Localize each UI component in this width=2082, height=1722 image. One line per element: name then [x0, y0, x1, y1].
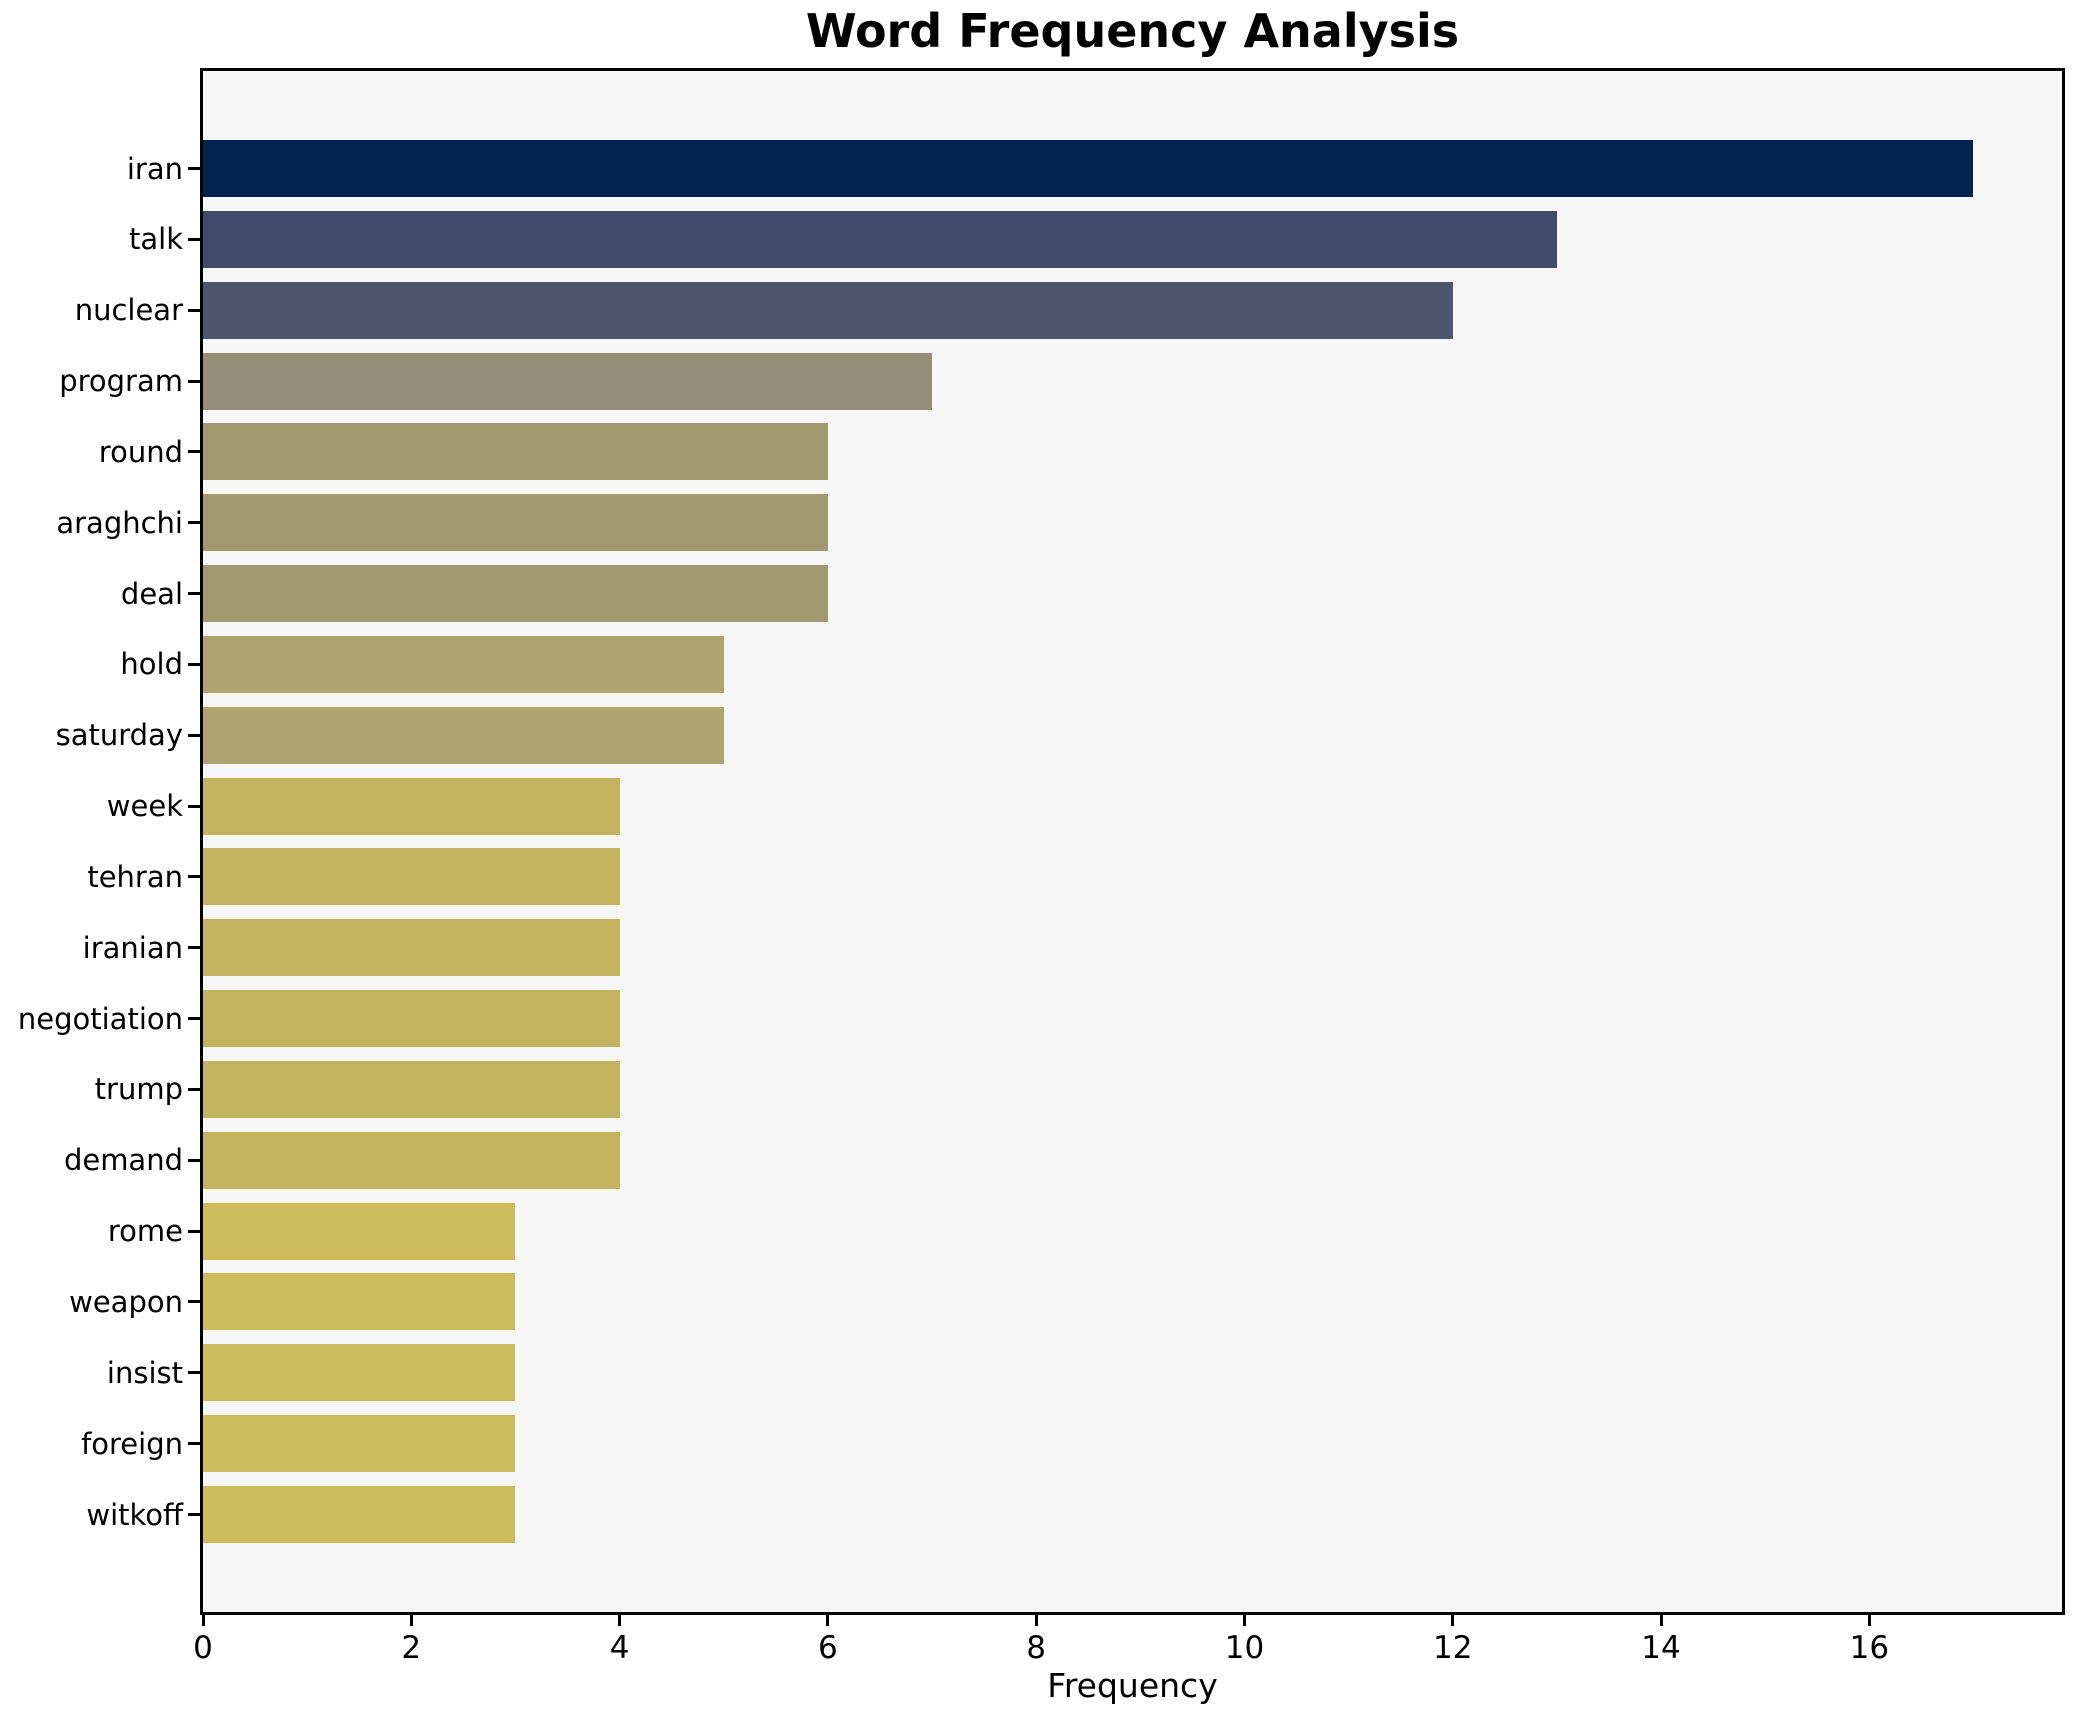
- bar-trump: [203, 1060, 620, 1118]
- y-tick-label-rome: rome: [107, 1214, 183, 1249]
- x-tick-mark-8: [1034, 1612, 1038, 1626]
- x-tick-label-4: 4: [609, 1630, 630, 1666]
- bar-nuclear: [203, 281, 1453, 339]
- y-tick-mark-hold: [188, 662, 200, 666]
- y-tick-mark-talk: [188, 237, 200, 241]
- bar-saturday: [203, 706, 724, 764]
- x-axis-title: Frequency: [1047, 1666, 1218, 1705]
- x-tick-mark-10: [1242, 1612, 1246, 1626]
- bar-tehran: [203, 848, 620, 906]
- x-tick-mark-16: [1867, 1612, 1871, 1626]
- y-tick-label-nuclear: nuclear: [74, 293, 183, 328]
- bar-insist: [203, 1344, 516, 1402]
- y-tick-label-demand: demand: [63, 1143, 183, 1178]
- y-tick-label-weapon: weapon: [69, 1284, 183, 1319]
- y-tick-mark-week: [188, 804, 200, 808]
- x-tick-mark-6: [826, 1612, 830, 1626]
- y-tick-label-round: round: [98, 434, 183, 469]
- y-tick-mark-deal: [188, 592, 200, 596]
- y-tick-label-deal: deal: [120, 576, 183, 611]
- bar-rome: [203, 1202, 516, 1260]
- x-tick-mark-0: [201, 1612, 205, 1626]
- y-axis-labels: iran talk nuclear program round araghchi deal h…: [0, 71, 183, 1612]
- x-tick-label-16: 16: [1849, 1630, 1890, 1666]
- y-tick-mark-tehran: [188, 875, 200, 879]
- bar-iranian: [203, 919, 620, 977]
- bar-program: [203, 352, 933, 410]
- y-tick-label-witkoff: witkoff: [86, 1497, 183, 1532]
- bar-foreign: [203, 1415, 516, 1473]
- y-tick-mark-round: [188, 450, 200, 454]
- y-tick-mark-foreign: [188, 1442, 200, 1446]
- y-tick-label-tehran: tehran: [87, 859, 183, 894]
- x-tick-label-0: 0: [193, 1630, 213, 1666]
- y-tick-label-araghchi: araghchi: [56, 505, 183, 540]
- bar-week: [203, 777, 620, 835]
- bar-araghchi: [203, 494, 828, 552]
- bar-negotiation: [203, 990, 620, 1048]
- y-tick-label-negotiation: negotiation: [17, 1001, 183, 1036]
- y-tick-mark-nuclear: [188, 308, 200, 312]
- x-tick-label-12: 12: [1433, 1630, 1473, 1666]
- y-tick-label-trump: trump: [94, 1072, 183, 1107]
- x-tick-mark-14: [1659, 1612, 1663, 1626]
- y-tick-label-week: week: [106, 789, 183, 824]
- y-tick-label-program: program: [59, 364, 183, 399]
- y-tick-mark-iranian: [188, 946, 200, 950]
- bar-weapon: [203, 1273, 516, 1331]
- y-tick-mark-negotiation: [188, 1017, 200, 1021]
- y-tick-mark-araghchi: [188, 521, 200, 525]
- x-tick-mark-2: [409, 1612, 413, 1626]
- y-tick-label-hold: hold: [120, 647, 183, 682]
- bar-demand: [203, 1131, 620, 1189]
- y-tick-mark-trump: [188, 1087, 200, 1091]
- x-tick-label-10: 10: [1224, 1630, 1265, 1666]
- bar-iran: [203, 140, 1974, 197]
- bar-talk: [203, 210, 1557, 268]
- plot-area: [200, 68, 2065, 1615]
- y-tick-label-iran: iran: [126, 151, 183, 186]
- y-tick-label-insist: insist: [106, 1355, 183, 1390]
- x-tick-label-14: 14: [1641, 1630, 1681, 1666]
- y-tick-mark-program: [188, 379, 200, 383]
- bar-hold: [203, 635, 724, 693]
- y-tick-label-talk: talk: [129, 222, 183, 257]
- x-tick-label-6: 6: [817, 1630, 838, 1666]
- y-tick-label-saturday: saturday: [55, 718, 183, 753]
- bar-deal: [203, 565, 828, 623]
- y-tick-mark-demand: [188, 1158, 200, 1162]
- x-tick-mark-4: [618, 1612, 622, 1626]
- x-tick-mark-12: [1451, 1612, 1455, 1626]
- chart-title: Word Frequency Analysis: [805, 4, 1460, 58]
- bar-round: [203, 423, 828, 481]
- y-tick-mark-iran: [188, 167, 200, 170]
- x-tick-label-8: 8: [1026, 1630, 1047, 1666]
- y-tick-label-foreign: foreign: [81, 1426, 183, 1461]
- y-tick-mark-saturday: [188, 733, 200, 737]
- y-tick-label-iranian: iranian: [82, 930, 183, 965]
- x-tick-label-2: 2: [401, 1630, 422, 1666]
- y-tick-mark-weapon: [188, 1300, 200, 1304]
- y-tick-mark-insist: [188, 1371, 200, 1375]
- bar-witkoff: [203, 1486, 516, 1543]
- y-tick-mark-witkoff: [188, 1513, 200, 1516]
- y-tick-mark-rome: [188, 1229, 200, 1233]
